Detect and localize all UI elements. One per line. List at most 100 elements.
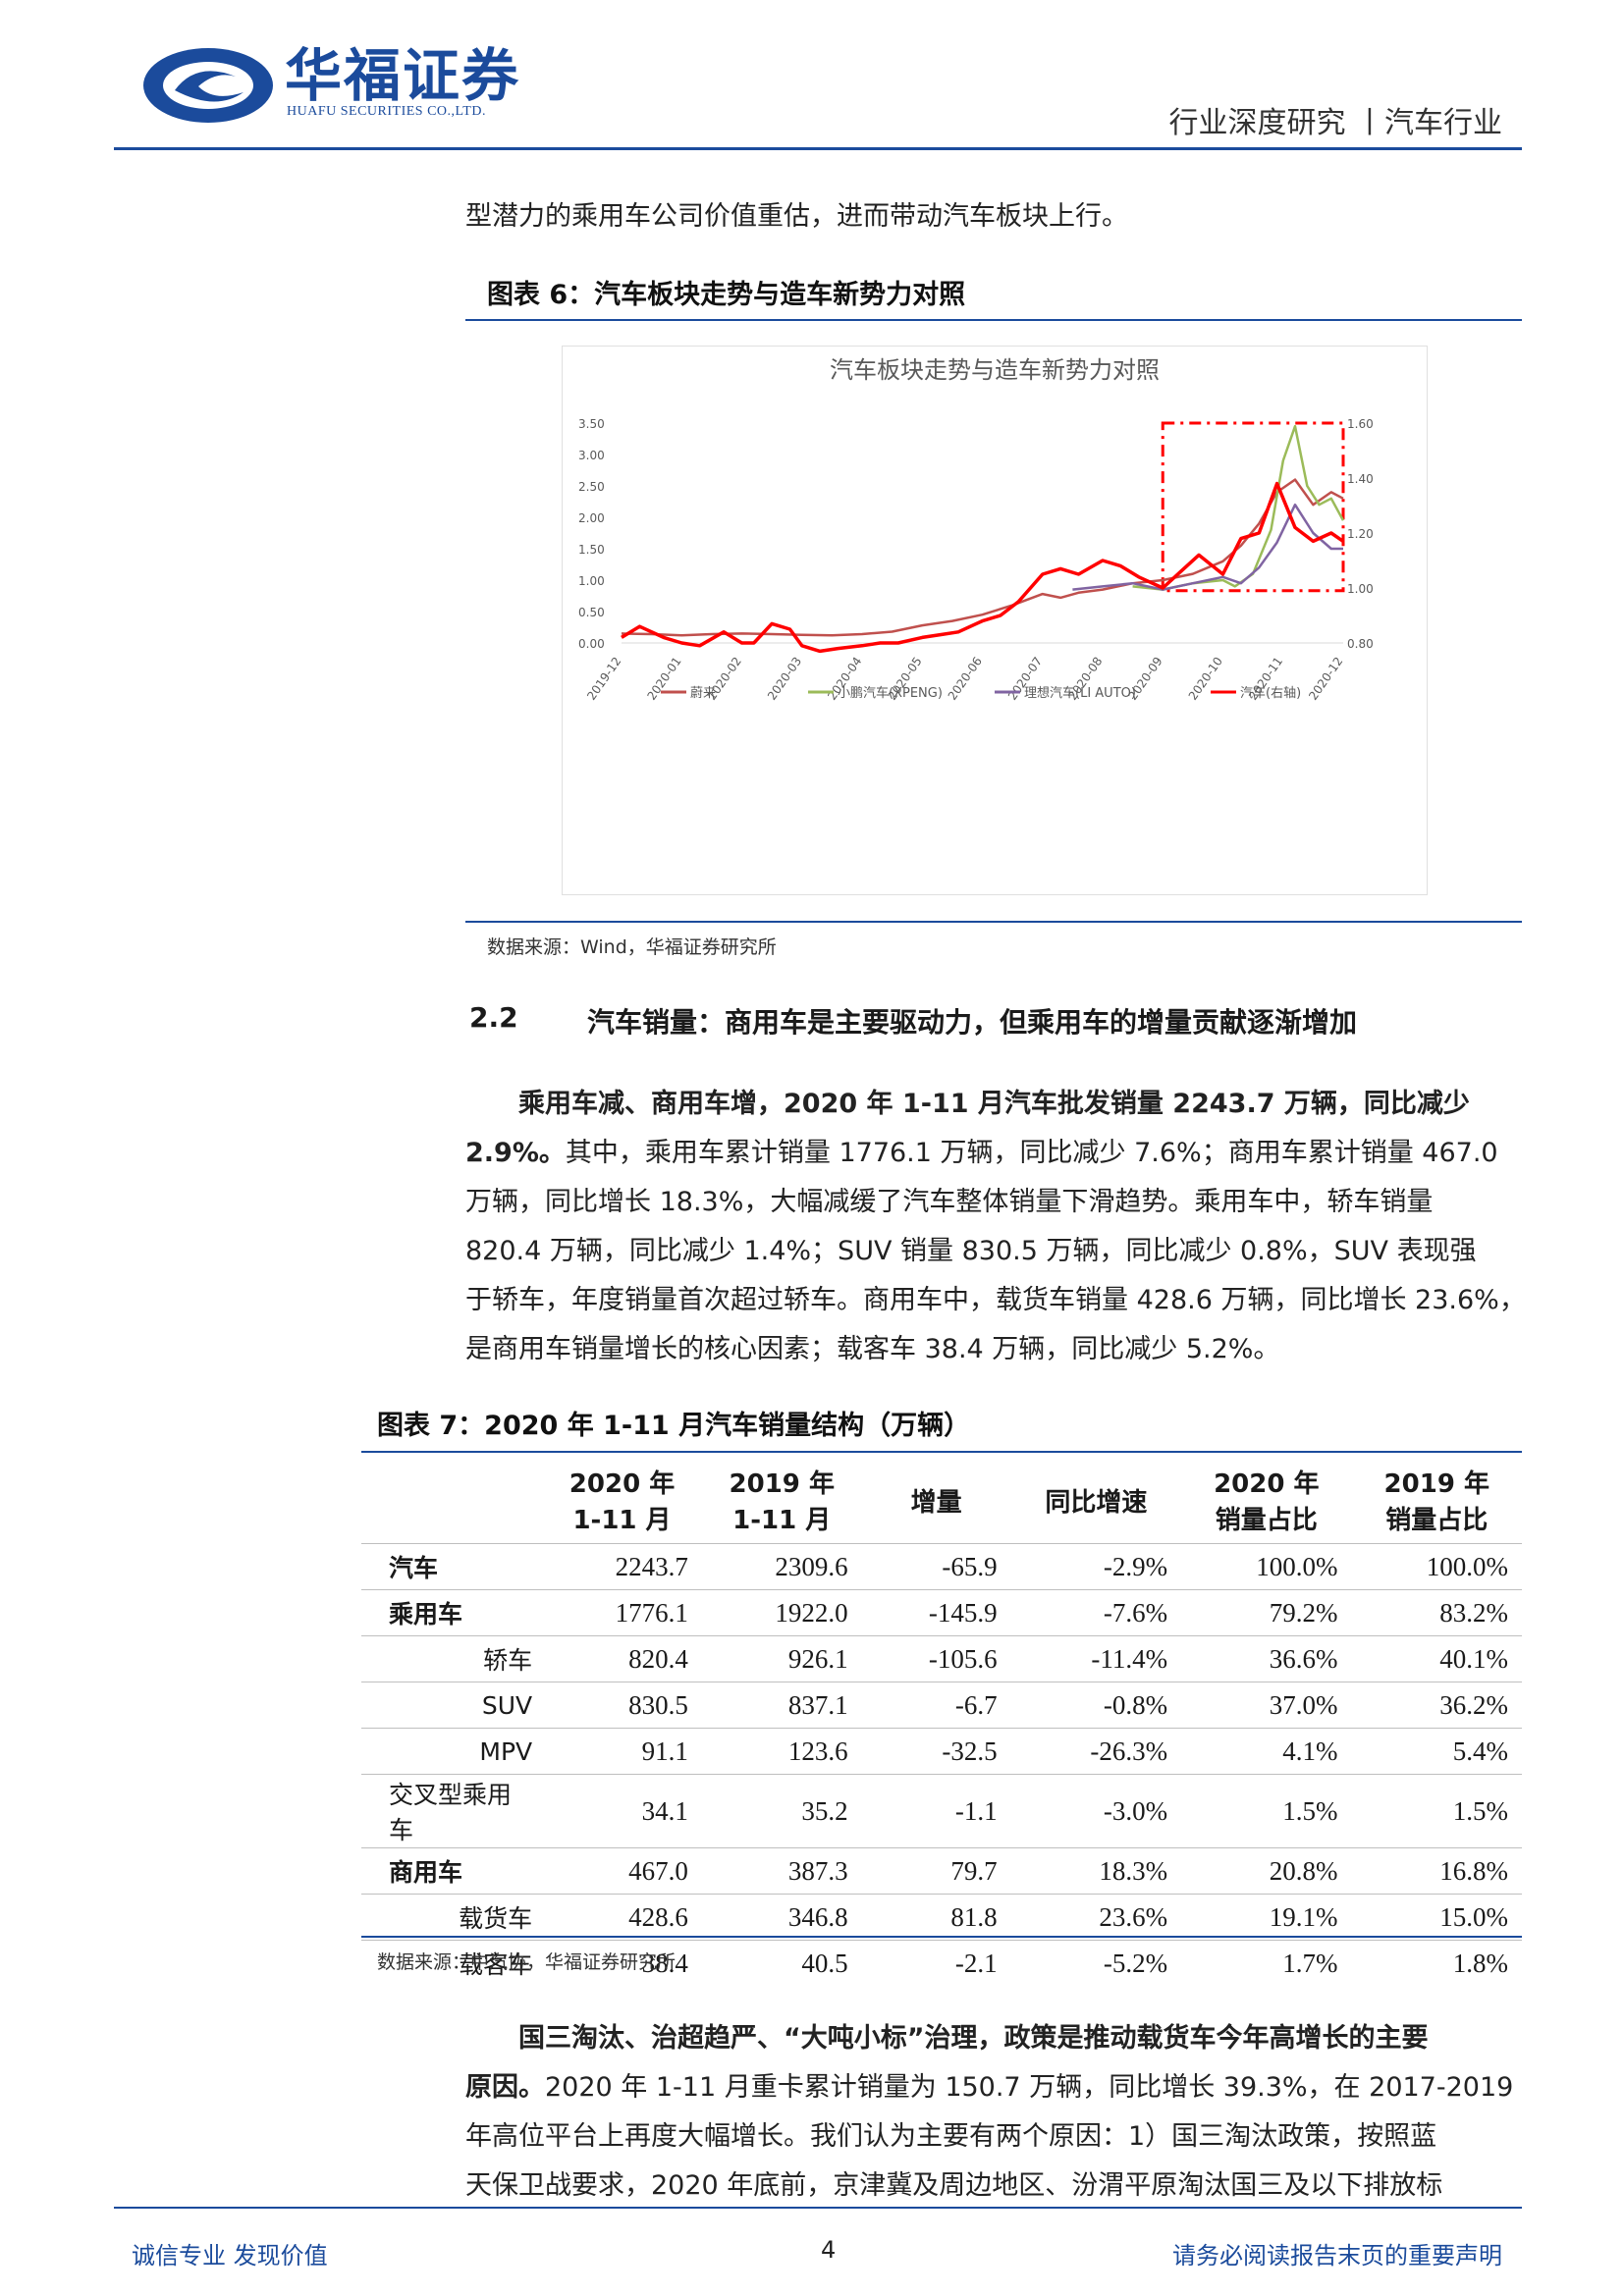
table-cell: 4.1%	[1181, 1728, 1352, 1775]
table-row: 乘用车 1776.1 1922.0 -145.9 -7.6% 79.2% 83.2%	[361, 1589, 1522, 1636]
paragraph-line: 万辆，同比增长 18.3%，大幅减缓了汽车整体销量下滑趋势。乘用车中，轿车销量	[465, 1187, 1434, 1217]
header-line-2: 销量占比	[1385, 1506, 1489, 1535]
series-line-xpeng	[1132, 424, 1345, 591]
paragraph-line: 于轿车，年度销量首次超过轿车。商用车中，载货车销量 428.6 万辆，同比增长 …	[465, 1285, 1526, 1315]
table-header-cell: 2020 年销量占比	[1181, 1457, 1351, 1544]
table-header-row: 2020 年 1-11 月 2019 年 1-11 月 增量 同比增速 2020 年销量占比…	[361, 1457, 1522, 1544]
y-left-tick-label: 2.00	[578, 511, 605, 525]
header-line-1: 同比增速	[1045, 1487, 1148, 1518]
x-tick-label: 2020-06	[946, 655, 985, 703]
table-cell: -26.3%	[1010, 1728, 1182, 1775]
table-cell: -145.9	[861, 1589, 1011, 1636]
table-cell: 83.2%	[1351, 1589, 1522, 1636]
table-row: 商用车 467.0 387.3 79.7 18.3% 20.8% 16.8%	[361, 1847, 1522, 1895]
table-cell: -1.1	[861, 1774, 1011, 1848]
y-left-tick-label: 3.00	[578, 449, 605, 462]
paragraph-sales: 乘用车减、商用车增，2020 年 1-11 月汽车批发销量 2243.7 万辆，…	[465, 1080, 1526, 1374]
table-cell: 2309.6	[701, 1543, 862, 1590]
paragraph-line: 是商用车销量增长的核心因素；载客车 38.4 万辆，同比减少 5.2%。	[465, 1334, 1280, 1364]
table-cell: 467.0	[542, 1847, 702, 1895]
header-category: 行业深度研究 丨汽车行业	[1168, 106, 1502, 140]
brand-name-cn: 华福证券	[285, 42, 521, 109]
table-cell: 830.5	[542, 1682, 702, 1729]
paragraph-line: 820.4 万辆，同比减少 1.4%；SUV 销量 830.5 万辆，同比减少 …	[465, 1236, 1477, 1266]
y-right-tick-label: 1.40	[1347, 472, 1374, 486]
row-label: 商用车	[361, 1847, 543, 1895]
table-header-cell	[361, 1457, 542, 1544]
line-chart: 汽车板块走势与造车新势力对照 0.00 0.50 1.00 1.50 2.00 2.50 3…	[578, 356, 1374, 703]
table-cell: 123.6	[701, 1728, 862, 1775]
figure-7-caption: 图表 7：2020 年 1-11 月汽车销量结构（万辆）	[377, 1411, 971, 1441]
table-cell: 5.4%	[1351, 1728, 1522, 1775]
header-line-1: 2019 年	[1383, 1469, 1489, 1499]
highlight-box	[1161, 421, 1345, 593]
y-left-tick-label: 0.50	[578, 606, 605, 619]
y-left-tick-label: 0.00	[578, 637, 605, 651]
figure-6-caption: 图表 6：汽车板块走势与造车新势力对照	[487, 280, 966, 310]
table-cell: -0.8%	[1010, 1682, 1182, 1729]
footer-slogan: 诚信专业 发现价值	[132, 2242, 328, 2269]
chart-title: 汽车板块走势与造车新势力对照	[830, 356, 1160, 384]
figure-7-bottom-rule	[361, 1936, 1522, 1938]
table-cell: 346.8	[701, 1894, 862, 1941]
figure-6-bottom-rule	[465, 921, 1522, 923]
row-label: 汽车	[361, 1543, 543, 1590]
table-header-cell: 增量	[862, 1457, 1011, 1544]
header-line-1: 2019 年	[729, 1469, 835, 1499]
chart-container: 汽车板块走势与造车新势力对照 0.00 0.50 1.00 1.50 2.00 2.50 3…	[562, 346, 1428, 895]
table-cell: 36.2%	[1351, 1682, 1522, 1729]
table-cell: -11.4%	[1010, 1635, 1182, 1682]
footer-divider	[114, 2207, 1522, 2209]
table-row: MPV 91.1 123.6 -32.5 -26.3% 4.1% 5.4%	[361, 1728, 1522, 1775]
table-cell: 1776.1	[542, 1589, 702, 1636]
section-number: 2.2	[469, 1001, 518, 1034]
figure-6-top-rule	[465, 319, 1522, 321]
table-cell: 837.1	[701, 1682, 862, 1729]
huafu-logo-icon	[143, 48, 273, 123]
table-cell: 23.6%	[1010, 1894, 1182, 1941]
table-header-cell: 同比增速	[1011, 1457, 1181, 1544]
table-cell: 35.2	[701, 1774, 862, 1848]
legend-label: 理想汽车(LI AUTO)	[1024, 685, 1136, 701]
y-left-tick-label: 2.50	[578, 480, 605, 494]
paragraph-line: 天保卫战要求，2020 年底前，京津冀及周边地区、汾渭平原淘汰国三及以下排放标	[465, 2170, 1443, 2201]
table-row: 汽车 2243.7 2309.6 -65.9 -2.9% 100.0% 100.0%	[361, 1543, 1522, 1590]
header-line-2: 销量占比	[1215, 1506, 1318, 1535]
table-cell: 40.1%	[1351, 1635, 1522, 1682]
table-cell: 387.3	[701, 1847, 862, 1895]
table-cell: 79.7	[861, 1847, 1011, 1895]
table-cell: -3.0%	[1010, 1774, 1182, 1848]
table-row: 轿车 820.4 926.1 -105.6 -11.4% 36.6% 40.1%	[361, 1635, 1522, 1682]
header-line-2: 1-11 月	[732, 1506, 832, 1535]
row-label: 载客车	[361, 1940, 543, 1986]
table-cell: 34.1	[542, 1774, 702, 1848]
y-left-tick-label: 1.50	[578, 543, 605, 557]
paragraph-line: 原因。2020 年 1-11 月重卡累计销量为 150.7 万辆，同比增长 39…	[465, 2072, 1514, 2103]
table-cell: -6.7	[861, 1682, 1011, 1729]
table-cell: -105.6	[861, 1635, 1011, 1682]
table-cell: 16.8%	[1351, 1847, 1522, 1895]
row-label: 乘用车	[361, 1589, 543, 1636]
legend-label: 蔚来	[690, 686, 716, 701]
footer-disclaimer: 请务必阅读报告末页的重要声明	[1172, 2242, 1502, 2269]
y-left-tick-label: 1.00	[578, 574, 605, 588]
brand-name-en: HUAFU SECURITIES CO.,LTD.	[287, 104, 486, 119]
header-line-1: 增量	[910, 1487, 962, 1518]
table-cell: -7.6%	[1010, 1589, 1182, 1636]
table-cell: -2.9%	[1010, 1543, 1182, 1590]
table-cell: 100.0%	[1351, 1543, 1522, 1590]
y-left-tick-label: 3.50	[578, 417, 605, 431]
page-number: 4	[821, 2236, 837, 2264]
table-header-cell: 2019 年销量占比	[1352, 1457, 1522, 1544]
series-line-auto	[621, 481, 1344, 654]
section-title: 汽车销量：商用车是主要驱动力，但乘用车的增量贡献逐渐增加	[587, 1006, 1358, 1039]
table-cell: 1922.0	[701, 1589, 862, 1636]
table-cell: 1.7%	[1181, 1940, 1352, 1986]
table-cell: -2.1	[861, 1940, 1011, 1986]
table-cell: -5.2%	[1010, 1940, 1182, 1986]
legend-label: 小鹏汽车(XPENG)	[838, 685, 943, 701]
table-cell: 79.2%	[1181, 1589, 1352, 1636]
table-row: 载客车 38.4 40.5 -2.1 -5.2% 1.7% 1.8%	[361, 1940, 1522, 1986]
figure-6-source: 数据来源：Wind，华福证券研究所	[487, 936, 777, 958]
table-cell: -32.5	[861, 1728, 1011, 1775]
